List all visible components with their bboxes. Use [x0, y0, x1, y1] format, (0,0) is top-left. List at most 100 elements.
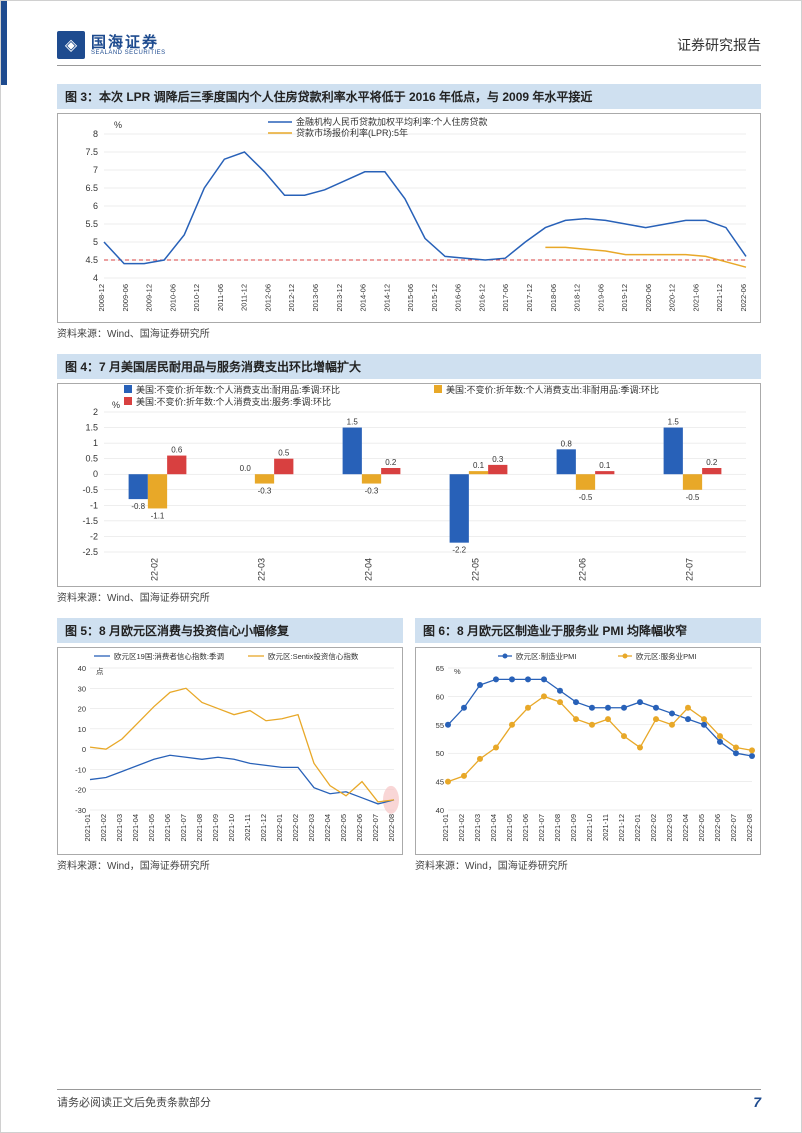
svg-text:50: 50 — [436, 749, 444, 758]
svg-text:0.5: 0.5 — [278, 449, 290, 458]
svg-text:22-06: 22-06 — [578, 558, 588, 581]
svg-text:2021-06: 2021-06 — [521, 814, 530, 842]
accent-bar — [1, 1, 7, 85]
svg-text:7.5: 7.5 — [85, 147, 98, 157]
svg-text:2017-12: 2017-12 — [525, 284, 534, 312]
fig6-chart: 4045505560652021-012021-022021-032021-04… — [415, 647, 761, 855]
svg-text:2021-06: 2021-06 — [163, 814, 172, 842]
svg-text:8: 8 — [93, 129, 98, 139]
svg-text:-1: -1 — [90, 500, 98, 510]
svg-text:0: 0 — [82, 745, 86, 754]
svg-text:2021-12: 2021-12 — [715, 284, 724, 312]
svg-text:2021-09: 2021-09 — [211, 814, 220, 842]
svg-text:2018-06: 2018-06 — [549, 284, 558, 312]
svg-text:-1.1: -1.1 — [151, 511, 165, 520]
svg-text:0: 0 — [93, 469, 98, 479]
svg-text:2022-02: 2022-02 — [291, 814, 300, 842]
svg-text:0.2: 0.2 — [706, 458, 718, 467]
svg-text:2020-06: 2020-06 — [644, 284, 653, 312]
svg-text:-0.5: -0.5 — [82, 485, 98, 495]
svg-text:1.5: 1.5 — [347, 418, 359, 427]
svg-text:60: 60 — [436, 692, 444, 701]
svg-text:2022-06: 2022-06 — [355, 814, 364, 842]
svg-text:20: 20 — [78, 705, 86, 714]
svg-text:6.5: 6.5 — [85, 183, 98, 193]
svg-text:-2.2: -2.2 — [452, 546, 466, 555]
svg-text:7: 7 — [93, 165, 98, 175]
svg-text:2010-12: 2010-12 — [192, 284, 201, 312]
svg-text:2021-03: 2021-03 — [473, 814, 482, 842]
svg-text:2021-11: 2021-11 — [601, 814, 610, 841]
svg-text:1: 1 — [93, 438, 98, 448]
svg-text:2022-01: 2022-01 — [633, 814, 642, 842]
svg-text:0.1: 0.1 — [473, 461, 485, 470]
logo-cn: 国海证券 — [91, 35, 166, 50]
svg-text:2022-04: 2022-04 — [681, 814, 690, 842]
svg-text:2012-12: 2012-12 — [287, 284, 296, 312]
svg-text:-10: -10 — [75, 765, 86, 774]
svg-text:2019-06: 2019-06 — [596, 284, 605, 312]
svg-text:2021-04: 2021-04 — [131, 814, 140, 842]
svg-text:-1.5: -1.5 — [82, 516, 98, 526]
svg-text:2021-06: 2021-06 — [691, 284, 700, 312]
fig3-chart: 44.555.566.577.582008-122009-062009-1220… — [57, 113, 761, 323]
svg-text:2021-09: 2021-09 — [569, 814, 578, 842]
svg-text:5: 5 — [93, 237, 98, 247]
svg-text:2022-05: 2022-05 — [697, 814, 706, 842]
svg-text:-2: -2 — [90, 531, 98, 541]
svg-text:-0.5: -0.5 — [579, 493, 593, 502]
svg-text:2022-07: 2022-07 — [371, 814, 380, 842]
svg-text:2022-03: 2022-03 — [307, 814, 316, 842]
svg-text:%: % — [114, 120, 122, 130]
svg-text:-0.8: -0.8 — [131, 502, 145, 511]
svg-text:22-04: 22-04 — [364, 558, 374, 581]
svg-text:%: % — [454, 667, 461, 676]
svg-text:2022-04: 2022-04 — [323, 814, 332, 842]
svg-text:欧元区:制造业PMI: 欧元区:制造业PMI — [516, 651, 576, 661]
svg-text:40: 40 — [436, 806, 444, 815]
svg-text:2020-12: 2020-12 — [668, 284, 677, 312]
svg-text:美国:不变价:折年数:个人消费支出:非耐用品:季调:环比: 美国:不变价:折年数:个人消费支出:非耐用品:季调:环比 — [446, 384, 659, 395]
svg-text:2021-03: 2021-03 — [115, 814, 124, 842]
svg-text:2021-01: 2021-01 — [441, 814, 450, 842]
svg-text:-20: -20 — [75, 786, 86, 795]
svg-text:2022-07: 2022-07 — [729, 814, 738, 842]
svg-text:2021-08: 2021-08 — [195, 814, 204, 842]
svg-text:40: 40 — [78, 664, 86, 673]
svg-text:%: % — [112, 400, 120, 410]
svg-text:欧元区:服务业PMI: 欧元区:服务业PMI — [636, 651, 696, 661]
svg-text:2013-06: 2013-06 — [311, 284, 320, 312]
svg-text:美国:不变价:折年数:个人消费支出:耐用品:季调:环比: 美国:不变价:折年数:个人消费支出:耐用品:季调:环比 — [136, 384, 340, 395]
svg-text:2015-12: 2015-12 — [430, 284, 439, 312]
svg-text:0.3: 0.3 — [492, 455, 504, 464]
svg-text:-0.3: -0.3 — [365, 487, 379, 496]
fig4-source: 资料来源：Wind、国海证券研究所 — [57, 589, 761, 604]
footer-left: 请务必阅读正文后免责条款部分 — [57, 1094, 211, 1110]
svg-text:欧元区19国:消费者信心指数:季调: 欧元区19国:消费者信心指数:季调 — [114, 651, 224, 661]
svg-text:0.2: 0.2 — [385, 458, 397, 467]
fig6-source: 资料来源：Wind，国海证券研究所 — [415, 857, 761, 872]
fig5-chart: -30-20-100102030402021-012021-022021-032… — [57, 647, 403, 855]
svg-text:2022-06: 2022-06 — [739, 284, 748, 312]
logo-icon: ◈ — [57, 31, 85, 59]
svg-text:2022-01: 2022-01 — [275, 814, 284, 842]
svg-text:欧元区:Sentix投资信心指数: 欧元区:Sentix投资信心指数 — [268, 651, 359, 661]
fig4-chart: -2.5-2-1.5-1-0.500.511.52-0.8-1.10.622-0… — [57, 383, 761, 587]
svg-text:2011-12: 2011-12 — [240, 284, 249, 311]
svg-text:22-05: 22-05 — [471, 558, 481, 581]
svg-text:2008-12: 2008-12 — [97, 284, 106, 312]
fig6-title: 图 6：8 月欧元区制造业于服务业 PMI 均降幅收窄 — [415, 618, 761, 643]
svg-text:1.5: 1.5 — [668, 418, 680, 427]
svg-text:2021-07: 2021-07 — [537, 814, 546, 842]
svg-text:2009-12: 2009-12 — [145, 284, 154, 312]
svg-text:4: 4 — [93, 273, 98, 283]
svg-text:22-02: 22-02 — [150, 558, 160, 581]
svg-text:2012-06: 2012-06 — [263, 284, 272, 312]
header: ◈ 国海证券 SEALAND SECURITIES 证券研究报告 — [57, 31, 761, 66]
svg-text:2022-06: 2022-06 — [713, 814, 722, 842]
svg-text:贷款市场报价利率(LPR):5年: 贷款市场报价利率(LPR):5年 — [296, 127, 408, 138]
svg-text:2016-06: 2016-06 — [454, 284, 463, 312]
svg-text:2021-05: 2021-05 — [147, 814, 156, 842]
svg-text:0.5: 0.5 — [85, 454, 98, 464]
svg-text:2021-08: 2021-08 — [553, 814, 562, 842]
